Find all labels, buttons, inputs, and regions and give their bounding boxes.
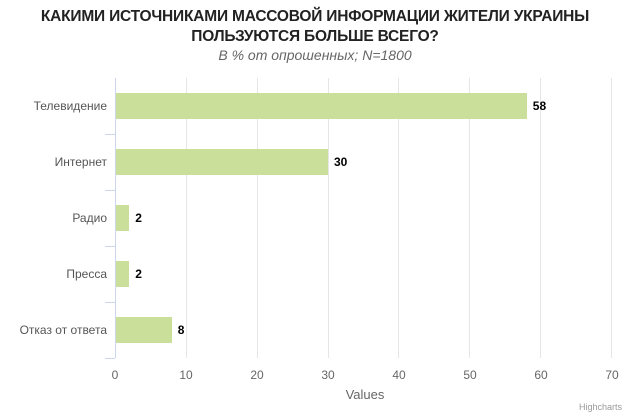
data-label: 2 [135, 211, 142, 225]
category-label: Пресса [66, 267, 107, 281]
gridline [328, 78, 329, 358]
y-axis-tick [105, 246, 115, 247]
y-axis-tick [105, 358, 115, 359]
gridline [257, 78, 258, 358]
category-label: Интернет [54, 155, 107, 169]
bar[interactable] [115, 149, 328, 175]
gridline [540, 78, 541, 358]
x-axis-tick-label: 70 [605, 368, 619, 382]
data-label: 8 [177, 323, 185, 337]
data-label: 30 [334, 155, 348, 169]
y-axis-tick [105, 134, 115, 135]
y-axis-line [115, 78, 116, 358]
title-line-1: КАКИМИ ИСТОЧНИКАМИ МАССОВОЙ ИНФОРМАЦИИ Ж… [40, 8, 590, 25]
category-label: Телевидение [33, 99, 107, 113]
chart-title: КАКИМИ ИСТОЧНИКАМИ МАССОВОЙ ИНФОРМАЦИИ Ж… [0, 7, 630, 47]
bar[interactable] [115, 93, 527, 119]
x-axis-tick-label: 30 [321, 368, 335, 382]
bar[interactable] [115, 317, 172, 343]
plot-area: 58 30 2 2 8 [115, 78, 612, 358]
x-axis-tick-label: 10 [179, 368, 193, 382]
x-axis-tick-label: 50 [463, 368, 477, 382]
gridline [469, 78, 470, 358]
gridline [398, 78, 399, 358]
bar[interactable] [115, 205, 130, 231]
x-axis-title: Values [345, 387, 385, 402]
y-axis-tick [105, 190, 115, 191]
x-axis-tick-label: 60 [534, 368, 548, 382]
gridline [186, 78, 187, 358]
gridline [611, 78, 612, 358]
chart-subtitle: В % от опрошенных; N=1800 [218, 47, 412, 63]
highcharts-credit[interactable]: Highcharts [578, 402, 622, 412]
data-label: 2 [135, 267, 142, 281]
x-axis-tick-label: 40 [392, 368, 406, 382]
category-label: Радио [72, 211, 107, 225]
title-line-2: ПОЛЬЗУЮТСЯ БОЛЬШЕ ВСЕГО? [191, 28, 439, 45]
data-label: 58 [532, 99, 547, 113]
x-axis-tick-label: 20 [250, 368, 264, 382]
y-axis-tick [105, 302, 115, 303]
x-axis-tick-label: 0 [111, 368, 119, 382]
bar[interactable] [115, 261, 130, 287]
category-label: Отказ от ответа [19, 323, 107, 337]
